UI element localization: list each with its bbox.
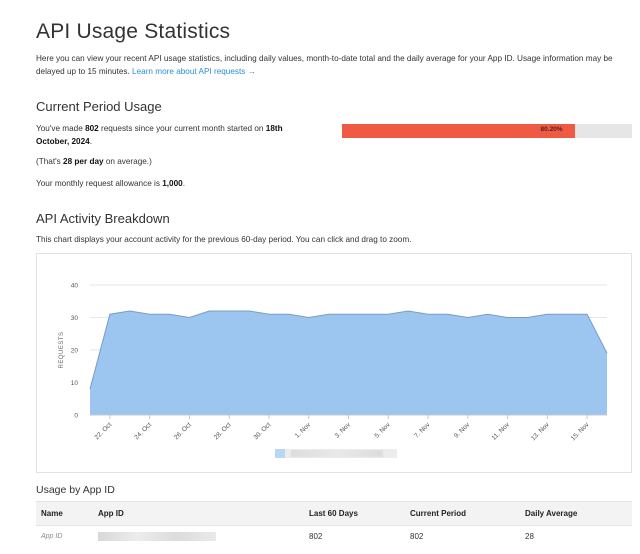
data-point xyxy=(546,313,548,315)
data-point xyxy=(228,310,230,312)
data-point xyxy=(586,313,588,315)
app-id-cell xyxy=(93,525,304,548)
navigator-handle[interactable] xyxy=(275,449,285,458)
table-row: App ID 802 802 28 xyxy=(36,525,632,548)
col-name[interactable]: Name xyxy=(36,501,93,526)
col-current-period[interactable]: Current Period xyxy=(405,501,520,526)
breakdown-description: This chart displays your account activit… xyxy=(36,235,412,244)
data-point xyxy=(308,316,310,318)
last-60-days-cell: 802 xyxy=(304,525,405,548)
usage-table-header-row: Name App ID Last 60 Days Current Period … xyxy=(36,501,632,526)
requests-count: 802 xyxy=(85,124,99,133)
x-tick-label: 1. Nov xyxy=(294,421,313,440)
y-tick-label: 40 xyxy=(71,283,79,290)
series-area xyxy=(90,311,607,415)
col-last-60-days[interactable]: Last 60 Days xyxy=(304,501,405,526)
usage-progress-bar: 80.20% xyxy=(342,124,632,138)
data-point xyxy=(129,310,131,312)
intro-text: Here you can view your recent API usage … xyxy=(36,52,632,78)
page-title: API Usage Statistics xyxy=(36,20,231,43)
data-point xyxy=(367,313,369,315)
data-point xyxy=(148,313,150,315)
data-point xyxy=(506,316,508,318)
x-tick-label: 26. Oct xyxy=(173,421,193,441)
x-tick-label: 28. Oct xyxy=(213,421,233,441)
x-tick-label: 3. Nov xyxy=(334,421,353,440)
daily-average-text: (That's 28 per day on average.) xyxy=(36,155,152,168)
data-point xyxy=(188,316,190,318)
data-point xyxy=(347,313,349,315)
data-point xyxy=(566,313,568,315)
activity-chart[interactable]: 0 10 20 30 40 REQUESTS 22. Oct 24. Oct 26. Oct 28… xyxy=(37,254,631,472)
allowance-value: 1,000 xyxy=(162,179,183,188)
y-tick-label: 0 xyxy=(74,413,78,420)
data-point xyxy=(208,310,210,312)
data-point xyxy=(407,310,409,312)
avg-suffix: on average.) xyxy=(103,157,152,166)
x-tick-label: 5. Nov xyxy=(373,421,392,440)
data-point xyxy=(447,313,449,315)
current-period-cell: 802 xyxy=(405,525,520,548)
y-axis-label: REQUESTS xyxy=(59,331,65,368)
daily-average-cell: 28 xyxy=(520,525,632,548)
data-point xyxy=(327,313,329,315)
data-point xyxy=(89,388,91,390)
requests-prefix: You've made xyxy=(36,124,86,133)
usage-progress-fill: 80.20% xyxy=(342,124,575,138)
y-tick-label: 20 xyxy=(71,348,79,355)
x-tick-label: 7. Nov xyxy=(413,421,432,440)
app-name-cell: App ID xyxy=(36,525,93,548)
learn-more-link[interactable]: Learn more about API requests → xyxy=(132,67,256,76)
x-tick-label: 22. Oct xyxy=(94,421,114,441)
requests-suffix: . xyxy=(89,137,92,146)
x-tick-label: 13. Nov xyxy=(530,421,551,442)
requests-summary: You've made 802 requests since your curr… xyxy=(36,122,306,148)
x-tick-label: 9. Nov xyxy=(453,421,472,440)
breakdown-heading: API Activity Breakdown xyxy=(36,211,170,226)
data-point xyxy=(606,352,608,354)
data-point xyxy=(387,313,389,315)
navigator-series-redacted xyxy=(291,450,383,457)
x-tick-label: 24. Oct xyxy=(133,421,153,441)
y-tick-label: 30 xyxy=(71,315,79,322)
x-tick-label: 15. Nov xyxy=(570,421,591,442)
avg-prefix: (That's xyxy=(36,157,64,166)
intro-description: Here you can view your recent API usage … xyxy=(36,54,613,76)
usage-table: Name App ID Last 60 Days Current Period … xyxy=(36,501,632,548)
allow-suffix: . xyxy=(182,179,185,188)
data-point xyxy=(268,313,270,315)
x-tick-label: 11. Nov xyxy=(491,421,512,442)
col-daily-average[interactable]: Daily Average xyxy=(520,501,632,526)
usage-table-heading: Usage by App ID xyxy=(36,484,115,496)
requests-middle: requests since your current month starte… xyxy=(98,124,266,133)
usage-progress-label: 80.20% xyxy=(540,126,563,133)
x-tick-label: 30. Oct xyxy=(253,421,273,441)
data-point xyxy=(288,313,290,315)
chart-navigator[interactable] xyxy=(275,449,397,458)
data-point xyxy=(486,313,488,315)
data-point xyxy=(467,316,469,318)
data-point xyxy=(168,313,170,315)
series-line xyxy=(89,310,608,390)
col-app-id[interactable]: App ID xyxy=(93,501,304,526)
data-point xyxy=(526,316,528,318)
current-period-heading: Current Period Usage xyxy=(36,99,162,114)
app-id-redacted xyxy=(98,532,216,542)
data-point xyxy=(248,310,250,312)
allow-prefix: Your monthly request allowance is xyxy=(36,179,163,188)
activity-chart-container[interactable]: 0 10 20 30 40 REQUESTS 22. Oct 24. Oct 26. Oct 28… xyxy=(36,253,632,473)
y-tick-label: 10 xyxy=(71,380,79,387)
data-point xyxy=(109,313,111,315)
data-point xyxy=(427,313,429,315)
allowance-text: Your monthly request allowance is 1,000. xyxy=(36,177,185,190)
avg-value: 28 per day xyxy=(63,157,104,166)
period-start-date: 18th October, 2024 xyxy=(36,124,283,146)
